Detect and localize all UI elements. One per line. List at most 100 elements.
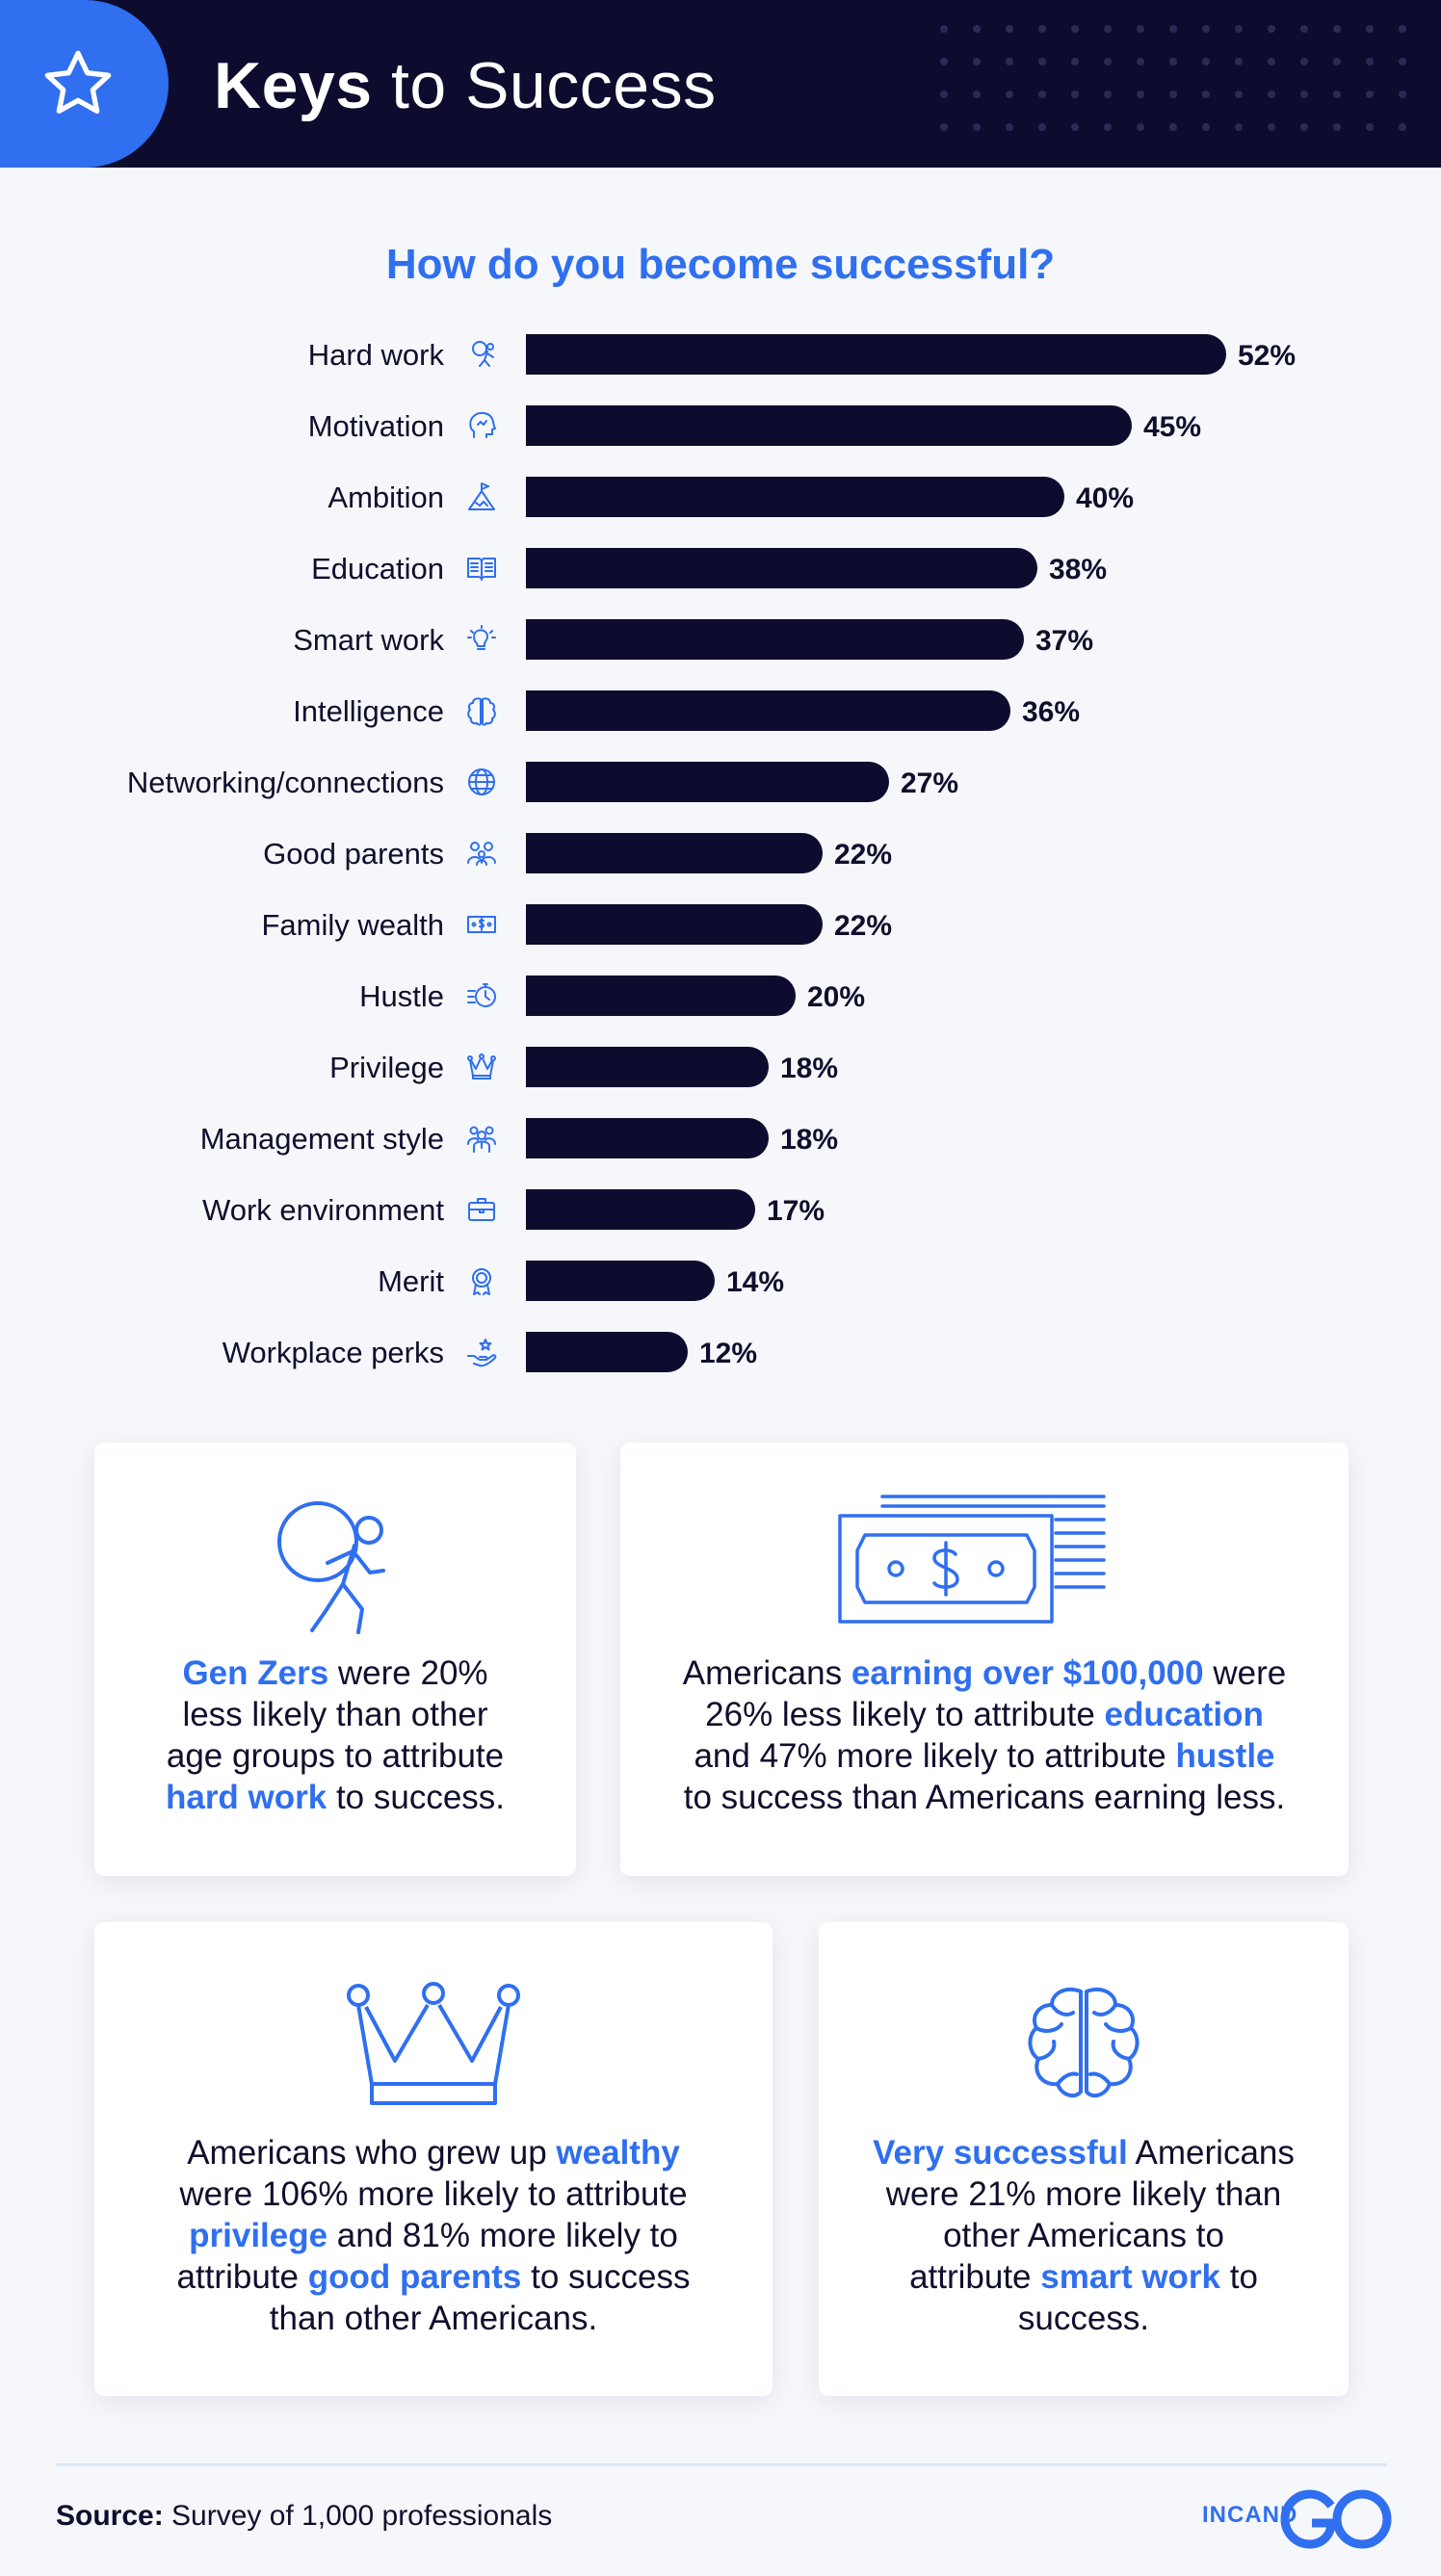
- decorative-dot: [1006, 25, 1013, 33]
- decorative-dot: [1071, 123, 1079, 131]
- source-note: Source: Survey of 1,000 professionals: [56, 2500, 552, 2533]
- bar-row: Networking/connections 27%: [127, 762, 958, 802]
- body-text: were 21% more likely than: [885, 2175, 1282, 2213]
- decorative-dot: [1333, 91, 1341, 98]
- category-label: Privilege: [329, 1051, 444, 1084]
- decorative-dot: [1399, 91, 1406, 98]
- decorative-dot: [1235, 91, 1243, 98]
- bar: [526, 334, 1226, 375]
- bar: [526, 690, 1010, 731]
- decorative-dots: [940, 25, 1406, 131]
- decorative-dot: [1038, 25, 1046, 33]
- decorative-dot: [1300, 58, 1308, 65]
- brand-logo[interactable]: INCAND: [1202, 2488, 1395, 2550]
- bar: [526, 976, 796, 1016]
- decorative-dot: [1137, 58, 1144, 65]
- bar-row: Family wealth 22%: [262, 904, 892, 945]
- decorative-dot: [1071, 58, 1079, 65]
- bar-base: [526, 1189, 546, 1230]
- card-text: Americans earning over $100,000 were 26% …: [620, 1652, 1349, 1818]
- body-text: to success than Americans earning less.: [683, 1779, 1286, 1816]
- decorative-dot: [1366, 123, 1374, 131]
- card-text: Very successful Americans were 21% more l…: [819, 2132, 1349, 2339]
- team-icon: [467, 1126, 496, 1153]
- money-bill-icon: [467, 916, 496, 933]
- category-label: Networking/connections: [127, 766, 444, 799]
- decorative-dot: [1038, 58, 1046, 65]
- title-bold: Keys: [214, 49, 373, 122]
- category-label: Family wealth: [262, 908, 445, 942]
- decorative-dot: [940, 91, 948, 98]
- bar: [526, 619, 1024, 660]
- card-gen-z: Gen Zers were 20% less likely than other a…: [94, 1443, 576, 1876]
- title-rest: to Success: [390, 49, 717, 122]
- body-text: to success.: [327, 1779, 506, 1816]
- decorative-dot: [1202, 91, 1210, 98]
- category-label: Good parents: [263, 837, 444, 871]
- decorative-dot: [973, 123, 981, 131]
- value-label: 27%: [901, 768, 958, 799]
- dollar-bill-icon: [838, 1495, 1106, 1624]
- bar: [526, 548, 1037, 588]
- bar-base: [526, 1261, 546, 1301]
- decorative-dot: [1268, 58, 1275, 65]
- category-label: Merit: [378, 1264, 444, 1298]
- header-banner: Keys to Success: [0, 0, 1441, 168]
- medal-icon: [472, 1268, 491, 1295]
- bar: [526, 1261, 715, 1301]
- bar-row: Ambition 40%: [328, 477, 1134, 517]
- lightbulb-icon: [467, 625, 496, 650]
- decorative-dot: [1300, 123, 1308, 131]
- body-text: were 20%: [328, 1654, 488, 1692]
- decorative-dot: [1366, 91, 1374, 98]
- decorative-dot: [1268, 123, 1275, 131]
- family-icon: [467, 842, 496, 866]
- bar-base: [526, 690, 546, 731]
- value-label: 22%: [834, 910, 892, 942]
- body-text: 26% less likely to attribute: [705, 1696, 1105, 1733]
- decorative-dot: [1235, 58, 1243, 65]
- bar-base: [526, 334, 546, 375]
- bar: [526, 405, 1132, 446]
- bar-base: [526, 833, 546, 873]
- decorative-dot: [1006, 123, 1013, 131]
- body-text: less likely than other: [182, 1696, 488, 1733]
- head-icon: [469, 411, 496, 438]
- value-label: 14%: [726, 1266, 784, 1298]
- decorative-dot: [1202, 123, 1210, 131]
- bar: [526, 1047, 769, 1087]
- brain-icon: [1028, 1987, 1140, 2098]
- highlight-text: smart work: [1040, 2258, 1221, 2296]
- category-label: Workplace perks: [223, 1336, 444, 1369]
- decorative-dot: [973, 25, 981, 33]
- decorative-dot: [1071, 91, 1079, 98]
- value-label: 40%: [1076, 482, 1134, 514]
- decorative-dot: [1202, 58, 1210, 65]
- body-text: other Americans to: [943, 2217, 1224, 2254]
- brain-icon: [467, 697, 496, 726]
- decorative-dot: [1104, 58, 1112, 65]
- bar-base: [526, 976, 546, 1016]
- decorative-dot: [1333, 123, 1341, 131]
- body-text: and 81% more likely to: [328, 2217, 678, 2254]
- body-text: to: [1220, 2258, 1258, 2296]
- header-badge: [0, 0, 169, 168]
- decorative-dot: [1333, 25, 1341, 33]
- decorative-dot: [1169, 91, 1177, 98]
- value-label: 36%: [1022, 696, 1080, 728]
- decorative-dot: [1399, 58, 1406, 65]
- source-text: Survey of 1,000 professionals: [163, 2500, 553, 2532]
- value-label: 17%: [767, 1195, 825, 1227]
- decorative-dot: [1169, 58, 1177, 65]
- decorative-dot: [1137, 91, 1144, 98]
- highlight-text: good parents: [307, 2258, 522, 2296]
- source-label: Source:: [56, 2500, 164, 2532]
- bar-base: [526, 1047, 546, 1087]
- category-label: Motivation: [308, 409, 444, 443]
- decorative-dot: [1137, 123, 1144, 131]
- decorative-dot: [1169, 25, 1177, 33]
- decorative-dot: [1006, 58, 1013, 65]
- highlight-text: earning over $100,000: [851, 1654, 1204, 1692]
- decorative-dot: [1104, 25, 1112, 33]
- bar-row: Motivation 45%: [308, 405, 1201, 446]
